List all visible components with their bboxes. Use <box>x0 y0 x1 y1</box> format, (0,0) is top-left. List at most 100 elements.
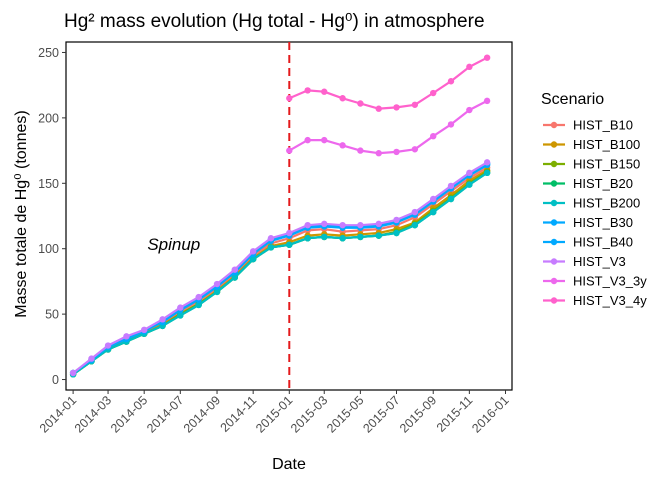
data-point <box>177 312 184 319</box>
legend-key-point <box>550 121 558 129</box>
data-point <box>213 288 221 296</box>
data-point <box>483 159 491 166</box>
x-tick-label: 2014-11 <box>218 393 260 435</box>
legend-item: HIST_B200 <box>543 196 640 211</box>
legend-item: HIST_B150 <box>543 157 640 172</box>
legend-item: HIST_B40 <box>543 235 633 250</box>
x-tick-label: 2015-07 <box>360 393 402 435</box>
legend-label: HIST_B100 <box>573 137 640 152</box>
legend-key-point <box>550 160 558 168</box>
legend-item: HIST_B10 <box>543 118 633 133</box>
x-tick-label: 2015-05 <box>324 393 366 435</box>
data-point <box>267 244 275 251</box>
y-axis-title: Masse totale de Hg⁰ (tonnes) <box>13 110 30 317</box>
spinup-annotation: Spinup <box>147 235 200 254</box>
legend-label: HIST_B10 <box>573 118 633 133</box>
data-point <box>339 221 346 229</box>
x-axis: 2014-012014-032014-052014-072014-092014-… <box>37 390 512 436</box>
legend-title: Scenario <box>541 91 604 108</box>
data-point <box>69 369 77 377</box>
data-point <box>304 221 311 229</box>
data-point <box>411 221 419 229</box>
data-point <box>466 181 473 188</box>
data-point <box>321 88 328 95</box>
data-point <box>393 216 400 224</box>
y-tick-label: 100 <box>38 242 59 256</box>
series-line <box>72 171 488 376</box>
data-point <box>375 232 382 239</box>
legend-label: HIST_B200 <box>573 196 640 211</box>
y-tick-label: 200 <box>38 111 59 125</box>
y-tick-label: 50 <box>45 308 59 322</box>
data-point <box>339 142 346 149</box>
data-point <box>411 208 419 216</box>
series-layer <box>69 54 491 378</box>
x-tick-label: 2015-11 <box>434 393 476 435</box>
x-tick-label: 2016-01 <box>469 393 511 435</box>
legend-key-point <box>550 219 558 226</box>
x-tick-label: 2015-01 <box>253 393 295 435</box>
x-tick-label: 2014-09 <box>181 393 223 435</box>
data-point <box>447 78 455 85</box>
data-point <box>466 169 473 177</box>
legend-key-point <box>550 180 558 187</box>
legend-item: HIST_V3 <box>543 254 626 269</box>
data-point <box>375 105 382 112</box>
legend-key-point <box>550 277 558 285</box>
chart-title: Hg² mass evolution (Hg total - Hg⁰) in a… <box>64 11 485 32</box>
data-point <box>249 255 257 263</box>
data-point <box>286 241 293 248</box>
y-tick-label: 150 <box>38 177 59 191</box>
data-point <box>357 147 364 154</box>
x-tick-label: 2014-03 <box>72 393 114 435</box>
legend-label: HIST_V3_3y <box>573 274 647 289</box>
data-point <box>177 304 184 311</box>
data-point <box>375 150 382 157</box>
data-point <box>195 293 202 301</box>
data-point <box>321 220 328 228</box>
legend: Scenario HIST_B10 HIST_B100 HIST_B150 HIST_… <box>541 91 647 308</box>
data-point <box>213 280 221 288</box>
data-point <box>159 316 166 323</box>
x-tick-label: 2015-03 <box>288 393 330 435</box>
data-point <box>357 221 364 229</box>
data-point <box>286 147 293 154</box>
data-point <box>231 274 239 281</box>
legend-item: HIST_B100 <box>543 137 640 152</box>
data-point <box>123 333 130 340</box>
data-point <box>393 104 400 111</box>
data-point <box>430 89 437 97</box>
data-point <box>430 132 437 140</box>
legend-label: HIST_V3 <box>573 254 626 269</box>
x-axis-title: Date <box>272 456 306 473</box>
series-hist-v3-3y <box>286 97 491 157</box>
legend-label: HIST_B20 <box>573 176 633 191</box>
data-point <box>231 266 239 273</box>
x-tick-label: 2014-07 <box>144 393 186 435</box>
data-point <box>304 136 311 144</box>
series-hist-b200 <box>69 169 491 378</box>
data-point <box>483 169 491 177</box>
legend-item: HIST_B20 <box>543 176 633 191</box>
data-point <box>393 229 400 237</box>
data-point <box>267 235 275 242</box>
data-point <box>339 95 346 102</box>
data-point <box>483 54 491 61</box>
x-tick-label: 2015-09 <box>397 393 439 435</box>
data-point <box>447 182 455 190</box>
legend-key-point <box>550 297 558 304</box>
data-point <box>411 101 419 108</box>
data-point <box>304 235 311 242</box>
data-point <box>430 195 437 203</box>
data-point <box>466 63 473 71</box>
y-tick-label: 250 <box>38 46 59 60</box>
legend-key-point <box>550 238 558 246</box>
data-point <box>339 235 346 242</box>
data-point <box>140 326 148 334</box>
legend-key-point <box>550 199 558 207</box>
data-point <box>466 106 473 114</box>
legend-label: HIST_V3_4y <box>573 293 647 308</box>
data-point <box>249 248 257 255</box>
y-axis: 0 50 100 150 200 250 <box>38 46 66 387</box>
data-point <box>195 301 202 309</box>
